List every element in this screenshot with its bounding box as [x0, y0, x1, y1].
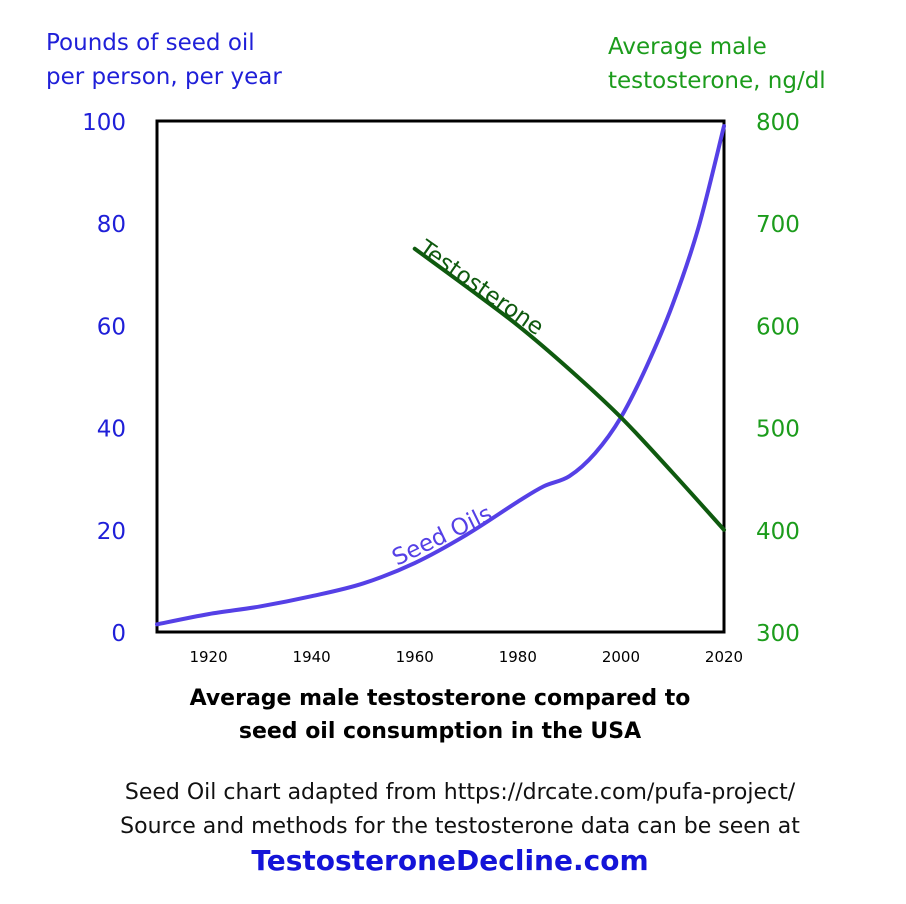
site-link[interactable]: TestosteroneDecline.com — [251, 844, 649, 877]
left-axis-title-line-2: per person, per year — [46, 64, 282, 90]
testosterone-line — [412, 246, 726, 532]
chart-canvas: 0 20 40 60 80 100 300 400 500 600 700 800 1920 1940 19… — [82, 110, 800, 666]
x-tick-label: 1920 — [189, 648, 227, 666]
left-y-tick-label: 100 — [82, 110, 126, 136]
chart-title: Average male testosterone compared to se… — [0, 682, 880, 748]
left-axis-title-line-1: Pounds of seed oil — [46, 30, 255, 56]
left-y-tick-label: 60 — [97, 314, 126, 340]
right-y-tick-label: 300 — [756, 621, 800, 647]
right-axis-title-line-2: testosterone, ng/dl — [608, 68, 826, 94]
source-line-1: Seed Oil chart adapted from https://drca… — [124, 780, 796, 805]
chart-title-line-2: seed oil consumption in the USA — [238, 719, 642, 744]
source-note: Seed Oil chart adapted from https://drca… — [0, 776, 906, 844]
right-axis-title: Average male testosterone, ng/dl — [608, 30, 826, 98]
seed-oils-series-label: Seed Oils — [388, 501, 496, 572]
right-y-tick-label: 700 — [756, 212, 800, 238]
left-y-tick-label: 80 — [97, 212, 126, 238]
right-y-tick-label: 500 — [756, 417, 800, 443]
right-y-tick-label: 800 — [756, 110, 800, 136]
source-line-2: Source and methods for the testosterone … — [120, 814, 800, 839]
right-y-tick-label: 400 — [756, 519, 800, 545]
left-axis-title: Pounds of seed oil per person, per year — [46, 26, 282, 94]
x-tick-label: 2020 — [705, 648, 743, 666]
chart-title-line-1: Average male testosterone compared to — [189, 686, 691, 711]
x-tick-label: 2000 — [602, 648, 640, 666]
plot-frame — [155, 119, 726, 634]
x-tick-label: 1940 — [293, 648, 331, 666]
x-tick-label: 1960 — [396, 648, 434, 666]
right-y-tick-label: 600 — [756, 314, 800, 340]
left-y-tick-label: 20 — [97, 519, 126, 545]
left-y-tick-label: 0 — [111, 621, 126, 647]
right-axis-title-line-1: Average male — [608, 34, 767, 60]
testosterone-series-label: Testosterone — [413, 235, 549, 341]
seed-oils-line — [155, 124, 726, 627]
x-tick-label: 1980 — [499, 648, 537, 666]
left-y-tick-label: 40 — [97, 417, 126, 443]
